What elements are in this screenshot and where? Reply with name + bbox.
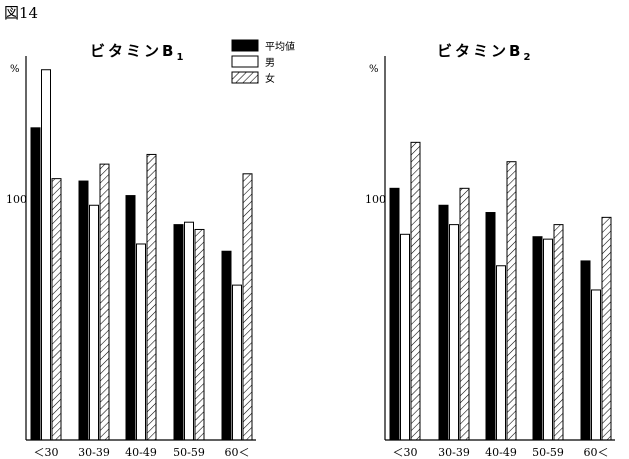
y-tick-100-b1: 100	[6, 193, 27, 206]
chart-vitamin-b1: ビタミンB1 % 100 ＜30 30-39 40-49 50-59 60＜	[6, 42, 256, 459]
category-label-0: ＜30	[34, 446, 59, 459]
bar-mean-3	[173, 224, 184, 441]
chart-title-b2: ビタミンB2	[437, 42, 533, 63]
bar-mean-4	[580, 260, 591, 441]
category-labels-b1: ＜30 30-39 40-49 50-59 60＜	[34, 446, 250, 459]
chart-vitamin-b2: ビタミンB2 % 100 ＜30 30-39 40-49 50-59 60＜	[365, 42, 615, 459]
bar-male-1	[89, 204, 99, 441]
bar-mean-0	[389, 187, 400, 441]
legend-swatch-male	[231, 55, 259, 68]
category-label-4: 60＜	[225, 446, 250, 459]
bar-male-0	[400, 233, 410, 441]
category-label-3: 50-59	[532, 446, 564, 459]
legend-swatch-mean	[231, 39, 259, 52]
figure-label: 図14	[4, 4, 39, 22]
bar-male-4	[591, 289, 601, 441]
category-label-2: 40-49	[125, 446, 157, 459]
bar-female-0	[410, 141, 421, 441]
bar-female-1	[459, 187, 470, 441]
bar-mean-4	[221, 250, 232, 441]
legend-item-mean: 平均値	[231, 39, 295, 53]
category-label-4: 60＜	[584, 446, 609, 459]
bar-mean-1	[78, 180, 89, 441]
category-label-0: ＜30	[393, 446, 418, 459]
bar-male-2	[136, 243, 146, 441]
legend: 平均値 男 女	[231, 39, 295, 85]
bar-male-2	[496, 265, 506, 441]
bar-female-0	[51, 178, 62, 441]
bar-female-3	[553, 224, 564, 441]
bar-mean-0	[30, 127, 41, 441]
chart-title-b1: ビタミンB1	[90, 42, 186, 63]
bar-male-0	[41, 69, 51, 441]
bar-male-3	[184, 221, 194, 441]
y-unit-label-b2: %	[369, 64, 379, 75]
legend-item-female: 女	[231, 71, 275, 85]
y-unit-label-b1: %	[10, 64, 20, 75]
bars-b1	[30, 69, 253, 441]
bar-female-2	[146, 153, 157, 441]
bar-male-1	[449, 224, 459, 441]
bar-mean-2	[485, 212, 496, 441]
category-label-1: 30-39	[78, 446, 110, 459]
category-labels-b2: ＜30 30-39 40-49 50-59 60＜	[393, 446, 609, 459]
bar-female-4	[242, 173, 253, 441]
legend-label-male: 男	[265, 57, 275, 69]
legend-label-female: 女	[265, 72, 275, 85]
bar-female-2	[506, 161, 517, 441]
bar-female-4	[601, 216, 612, 441]
category-label-2: 40-49	[485, 446, 517, 459]
bar-mean-1	[438, 204, 449, 441]
bar-female-1	[99, 163, 110, 441]
legend-swatch-female	[231, 71, 259, 84]
category-label-1: 30-39	[438, 446, 470, 459]
legend-label-mean: 平均値	[265, 40, 295, 53]
category-label-3: 50-59	[173, 446, 205, 459]
bars-b2	[389, 141, 612, 441]
bar-male-4	[232, 284, 242, 441]
bar-mean-3	[532, 236, 543, 441]
bar-male-3	[543, 238, 553, 441]
y-tick-100-b2: 100	[365, 193, 386, 206]
legend-item-male: 男	[231, 55, 275, 69]
bar-female-3	[194, 228, 205, 441]
bar-mean-2	[125, 195, 136, 441]
